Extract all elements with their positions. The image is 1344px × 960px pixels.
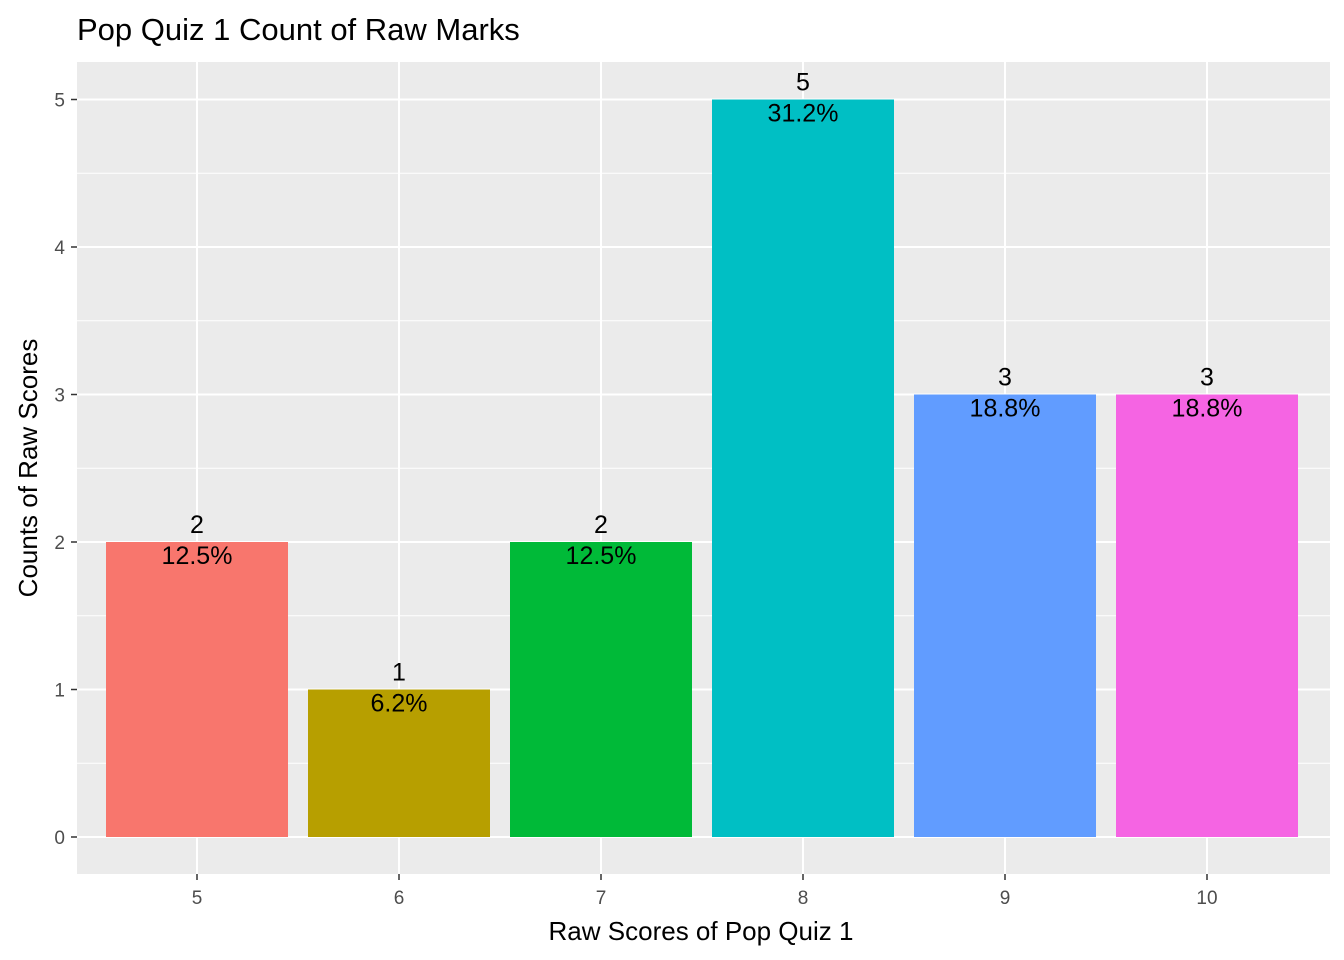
y-tick-label: 5 <box>54 91 65 112</box>
bar-percent-label: 18.8% <box>970 395 1041 423</box>
x-tick-label: 10 <box>1196 888 1217 909</box>
bar-5 <box>106 542 288 837</box>
y-tick-label: 3 <box>54 386 65 407</box>
bars <box>106 99 1298 837</box>
bar-count-label: 5 <box>796 69 810 97</box>
x-tick-label: 7 <box>596 888 607 909</box>
bar-count-label: 2 <box>594 511 608 539</box>
bar-labels: 2 12.5% 1 6.2% 2 12.5% 5 31.2% 3 18.8% 3 18.8% <box>162 69 1243 718</box>
bar-6 <box>308 689 490 837</box>
x-tick-label: 6 <box>394 888 405 909</box>
bar-10 <box>1116 394 1298 837</box>
bar-percent-label: 12.5% <box>162 542 233 570</box>
chart-title: Pop Quiz 1 Count of Raw Marks <box>77 12 520 47</box>
bar-count-label: 2 <box>190 511 204 539</box>
bar-count-label: 3 <box>1200 364 1214 392</box>
bar-9 <box>914 394 1096 837</box>
bar-percent-label: 31.2% <box>768 100 839 128</box>
bar-percent-label: 12.5% <box>566 542 637 570</box>
y-tick-label: 0 <box>54 828 65 849</box>
bar-8 <box>712 99 894 837</box>
y-tick-label: 1 <box>54 681 65 702</box>
y-axis-title: Counts of Raw Scores <box>13 339 43 598</box>
bar-7 <box>510 542 692 837</box>
y-tick-label: 4 <box>54 238 65 259</box>
x-tick-label: 9 <box>1000 888 1011 909</box>
x-axis-title: Raw Scores of Pop Quiz 1 <box>549 916 854 946</box>
x-axis: 5 6 7 8 9 10 <box>192 874 1218 909</box>
bar-count-label: 3 <box>998 364 1012 392</box>
bar-count-label: 1 <box>392 659 406 687</box>
x-tick-label: 5 <box>192 888 203 909</box>
bar-percent-label: 6.2% <box>371 690 428 718</box>
y-axis: 0 1 2 3 4 5 <box>54 91 77 849</box>
bar-percent-label: 18.8% <box>1172 395 1243 423</box>
y-tick-label: 2 <box>54 533 65 554</box>
x-tick-label: 8 <box>798 888 809 909</box>
